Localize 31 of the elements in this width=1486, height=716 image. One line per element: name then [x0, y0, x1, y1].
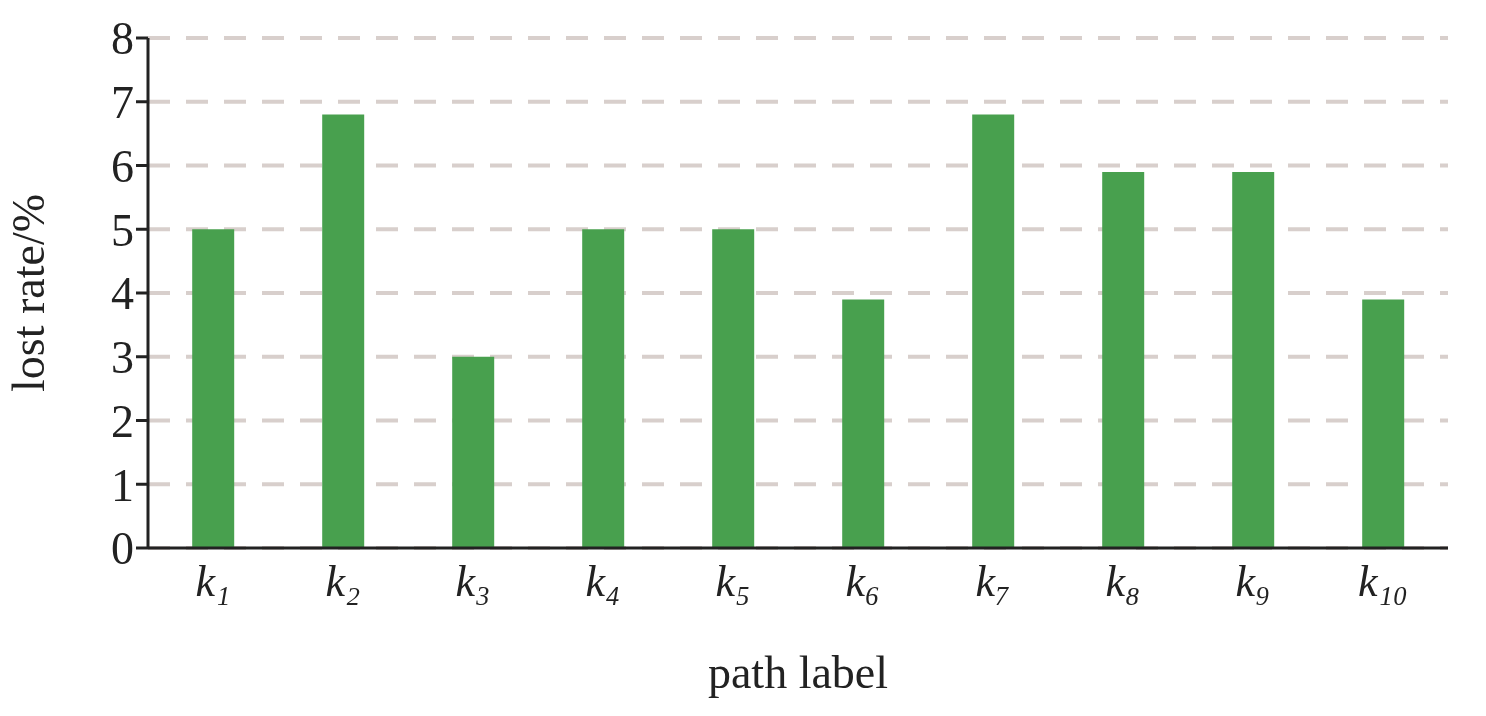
x-tick-label: k₈ [1105, 557, 1141, 606]
x-tick-label: k₁ [195, 557, 231, 606]
bar [1232, 171, 1275, 548]
y-tick-label: 1 [111, 459, 134, 511]
x-tick-label: k₄ [585, 557, 621, 606]
x-tick-label: k₇ [975, 557, 1011, 606]
x-tick-label: k₃ [455, 557, 491, 606]
x-tick-label: k₁₀ [1357, 557, 1409, 606]
x-tick-label: k₆ [845, 557, 881, 606]
y-axis-title: lost rate/% [3, 194, 55, 392]
y-tick-label: 6 [111, 140, 134, 192]
bar [1362, 299, 1405, 548]
y-tick-label: 4 [111, 268, 134, 320]
bar [972, 114, 1015, 548]
bar [322, 114, 365, 548]
y-tick-label: 0 [111, 523, 134, 575]
y-tick-label: 2 [111, 395, 134, 447]
bar [712, 229, 755, 548]
bar [1102, 171, 1145, 548]
bar [452, 356, 495, 548]
x-axis-title: path label [707, 647, 889, 698]
x-tick-label: k₉ [1235, 557, 1271, 606]
x-tick-label: k₂ [325, 557, 361, 606]
x-tick-label: k₅ [715, 557, 751, 606]
bar [842, 299, 885, 548]
y-tick-label: 3 [111, 332, 134, 384]
y-tick-label: 8 [111, 13, 134, 65]
y-tick-label: 5 [111, 204, 134, 256]
y-tick-label: 7 [111, 77, 134, 129]
bar [582, 229, 625, 548]
bar [192, 229, 235, 548]
